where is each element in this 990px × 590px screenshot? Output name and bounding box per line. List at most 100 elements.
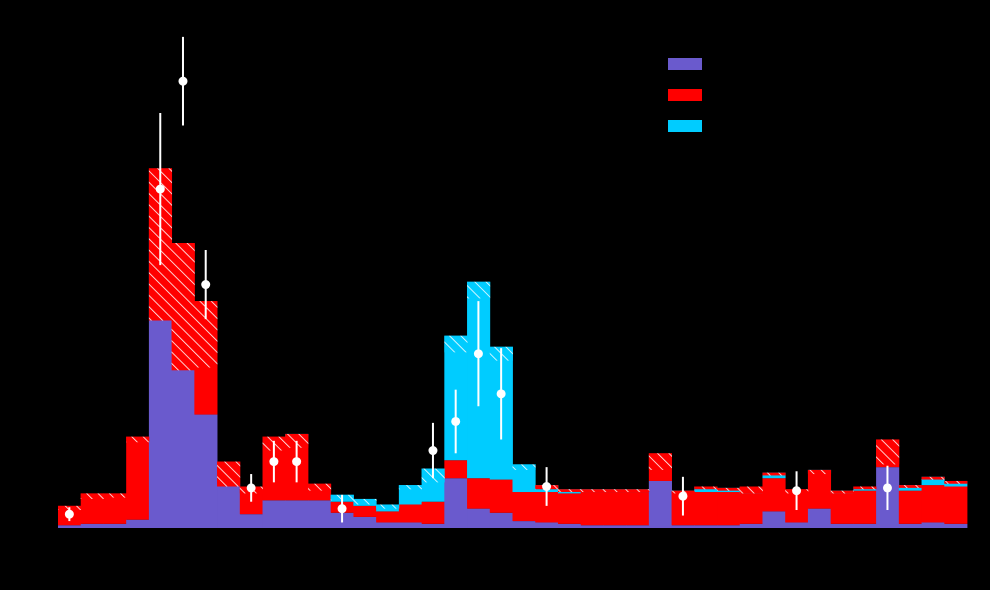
data-point-4: [155, 184, 165, 194]
bar-red-16: [421, 501, 445, 524]
bar-red-25: [626, 492, 650, 526]
uncertainty-band-6: [194, 301, 218, 368]
bar-red-18: [467, 478, 491, 509]
data-point-36: [882, 483, 892, 493]
bar-purple-2: [103, 523, 127, 528]
bar-purple-0: [58, 525, 82, 528]
bar-red-1: [80, 493, 104, 524]
bar-purple-30: [739, 523, 763, 528]
data-points-layer: [64, 36, 892, 523]
bar-purple-22: [557, 523, 582, 528]
uncertainty-band-34: [830, 490, 854, 494]
uncertainty-band-5: [171, 243, 195, 371]
bar-red-39: [944, 486, 968, 524]
bar-purple-7: [217, 483, 241, 528]
bar-purple-25: [626, 525, 650, 528]
data-point-8: [246, 483, 256, 493]
data-point-32: [792, 486, 802, 496]
data-point-0: [64, 509, 74, 519]
uncertainty-band-38: [921, 476, 945, 480]
bar-red-14: [376, 511, 400, 523]
bar-red-15: [398, 504, 422, 523]
bar-red-19: [489, 479, 513, 513]
uncertainty-band-29: [717, 487, 741, 491]
uncertainty-band-30: [739, 486, 763, 494]
data-point-16: [428, 446, 438, 456]
uncertainty-band-20: [512, 464, 536, 470]
bar-red-29: [717, 492, 741, 526]
bar-purple-38: [921, 522, 945, 528]
bar-purple-26: [648, 480, 672, 528]
bar-red-38: [921, 485, 945, 523]
bar-red-30: [739, 493, 763, 524]
bar-purple-28: [694, 525, 718, 528]
bar-purple-8: [239, 514, 263, 528]
uncertainty-band-26: [648, 453, 672, 470]
bar-red-21: [535, 492, 559, 523]
bar-red-23: [580, 492, 604, 526]
bar-purple-33: [807, 508, 832, 528]
uncertainty-band-28: [694, 486, 718, 490]
bar-purple-10: [285, 500, 309, 528]
bar-red-17: [444, 460, 468, 479]
bar-purple-35: [853, 523, 877, 528]
bar-purple-19: [489, 512, 513, 528]
bar-red-31: [762, 478, 786, 512]
bar-red-33: [807, 472, 832, 509]
uncertainty-band-7: [217, 461, 241, 487]
bar-red-34: [830, 493, 854, 524]
bar-red-28: [694, 492, 718, 526]
uncertainty-band-23: [580, 489, 604, 493]
bar-blue-15: [398, 485, 422, 505]
uncertainty-band-24: [603, 489, 627, 493]
uncertainty-band-11: [307, 483, 332, 491]
uncertainty-band-18: [467, 281, 491, 299]
bar-purple-3: [126, 519, 150, 528]
bar-purple-15: [398, 522, 422, 528]
bar-purple-39: [944, 523, 968, 528]
bar-red-37: [898, 490, 922, 524]
bar-purple-24: [603, 525, 627, 528]
bar-purple-23: [580, 525, 604, 528]
data-point-9: [269, 457, 279, 467]
bar-blue-20: [512, 464, 536, 493]
data-point-21: [542, 482, 552, 491]
data-point-6: [201, 280, 211, 290]
bar-purple-14: [376, 522, 400, 528]
uncertainty-band-13: [353, 498, 377, 505]
bar-blue-38: [921, 476, 945, 486]
uncertainty-band-37: [898, 485, 922, 488]
bar-purple-29: [717, 525, 741, 528]
bar-purple-5: [171, 342, 195, 528]
bar-purple-9: [262, 500, 286, 528]
bar-purple-17: [444, 478, 468, 528]
bar-purple-31: [762, 511, 786, 528]
data-point-18: [473, 349, 483, 359]
bar-purple-18: [467, 508, 491, 528]
legend: [668, 58, 702, 132]
bar-purple-27: [671, 525, 695, 528]
bar-red-13: [353, 505, 377, 517]
uncertainty-band-36: [876, 439, 900, 465]
uncertainty-band-22: [557, 489, 582, 493]
bar-purple-1: [80, 523, 104, 528]
bar-red-35: [853, 490, 877, 524]
bar-purple-16: [421, 523, 445, 528]
uncertainty-band-14: [376, 504, 400, 509]
bar-purple-6: [194, 414, 218, 528]
legend-swatch-blue: [668, 120, 702, 132]
uncertainty-band-31: [762, 472, 786, 476]
bar-red-2: [103, 493, 127, 524]
bar-red-24: [603, 492, 627, 526]
bar-purple-20: [512, 521, 536, 528]
bar-purple-11: [307, 500, 332, 528]
data-point-10: [292, 457, 302, 467]
bar-purple-37: [898, 523, 922, 528]
uncertainty-band-15: [398, 485, 422, 490]
uncertainty-band-10: [285, 433, 309, 448]
data-point-27: [678, 491, 688, 501]
bar-purple-13: [353, 516, 377, 528]
legend-swatch-red: [668, 89, 702, 101]
